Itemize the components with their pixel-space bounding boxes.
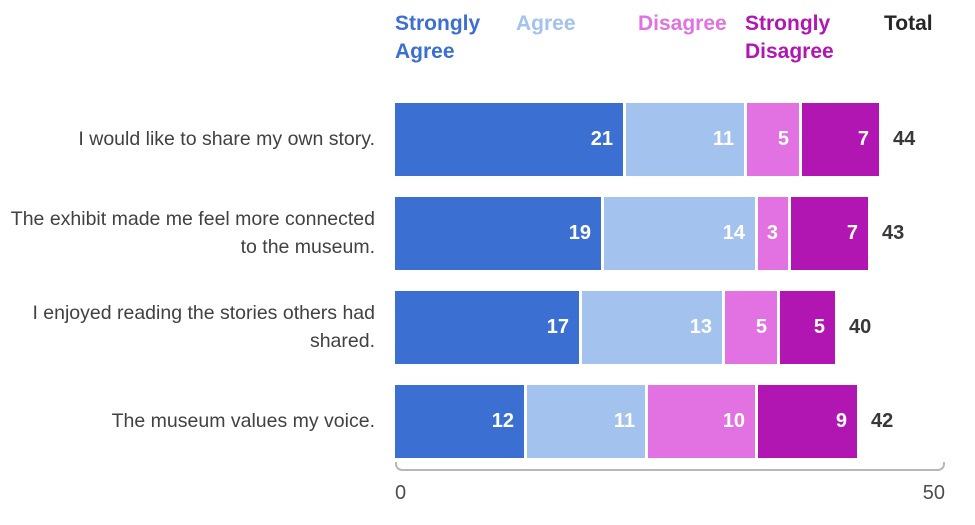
chart-rows: I would like to share my own story. 21 11 5…: [0, 103, 975, 479]
segment-value: 11: [613, 410, 635, 432]
bar-segment-strongly-agree: 19: [395, 197, 604, 270]
legend-strongly-agree: Strongly Agree: [395, 12, 481, 64]
bar-segment-disagree: 10: [648, 385, 758, 458]
legend-agree: Agree: [516, 12, 576, 35]
segment-value: 19: [568, 222, 591, 244]
stacked-bar: 21 11 5 7 44: [395, 103, 915, 176]
chart-row: I enjoyed reading the stories others had…: [0, 291, 975, 364]
segment-value: 12: [491, 410, 514, 432]
bar-segment-agree: 13: [582, 291, 725, 364]
x-axis-tick-labels: 0 50: [395, 482, 945, 505]
segment-value: 9: [835, 410, 847, 432]
segment-value: 5: [777, 128, 789, 150]
segment-value: 21: [590, 128, 613, 150]
chart-row: I would like to share my own story. 21 11 5…: [0, 103, 975, 176]
category-label: The exhibit made me feel more connected …: [10, 208, 375, 258]
row-total: 40: [849, 316, 872, 338]
x-axis-line: [395, 462, 945, 471]
segment-value: 7: [857, 128, 869, 150]
bar-segment-disagree: 5: [747, 103, 802, 176]
bar-segment-strongly-agree: 21: [395, 103, 626, 176]
legend-strongly-disagree: Strongly Disagree: [745, 12, 834, 64]
chart-row: The museum values my voice. 12 11 10 9 42: [0, 385, 975, 458]
segment-value: 14: [722, 222, 745, 244]
row-total: 43: [882, 222, 905, 244]
category-label: I would like to share my own story.: [78, 127, 375, 150]
bar-segment-strongly-disagree: 9: [758, 385, 857, 458]
bar-segment-strongly-disagree: 7: [791, 197, 868, 270]
bar-segment-agree: 11: [527, 385, 648, 458]
segment-value: 7: [846, 222, 858, 244]
segment-value: 13: [689, 316, 712, 338]
segment-value: 5: [813, 316, 825, 338]
bar-segment-disagree: 3: [758, 197, 791, 270]
segment-value: 17: [546, 316, 569, 338]
category-label: The museum values my voice.: [111, 409, 375, 432]
legend-total: Total: [884, 12, 933, 35]
stacked-bar: 17 13 5 5 40: [395, 291, 871, 364]
segment-value: 11: [712, 128, 734, 150]
row-total: 42: [871, 410, 894, 432]
legend-disagree: Disagree: [638, 12, 727, 35]
bar-segment-strongly-disagree: 5: [780, 291, 835, 364]
segment-value: 10: [722, 410, 745, 432]
category-label: I enjoyed reading the stories others had…: [32, 302, 375, 352]
bar-segment-agree: 11: [626, 103, 747, 176]
row-total: 44: [893, 128, 916, 150]
chart-row: The exhibit made me feel more connected …: [0, 197, 975, 270]
stacked-bar: 12 11 10 9 42: [395, 385, 893, 458]
bar-segment-agree: 14: [604, 197, 758, 270]
segment-value: 5: [755, 316, 767, 338]
bar-segment-disagree: 5: [725, 291, 780, 364]
bar-segment-strongly-disagree: 7: [802, 103, 879, 176]
bar-segment-strongly-agree: 17: [395, 291, 582, 364]
stacked-bar: 19 14 3 7 43: [395, 197, 904, 270]
x-tick-max: 50: [922, 482, 945, 504]
bar-segment-strongly-agree: 12: [395, 385, 527, 458]
x-tick-min: 0: [395, 482, 407, 504]
segment-value: 3: [766, 222, 778, 244]
